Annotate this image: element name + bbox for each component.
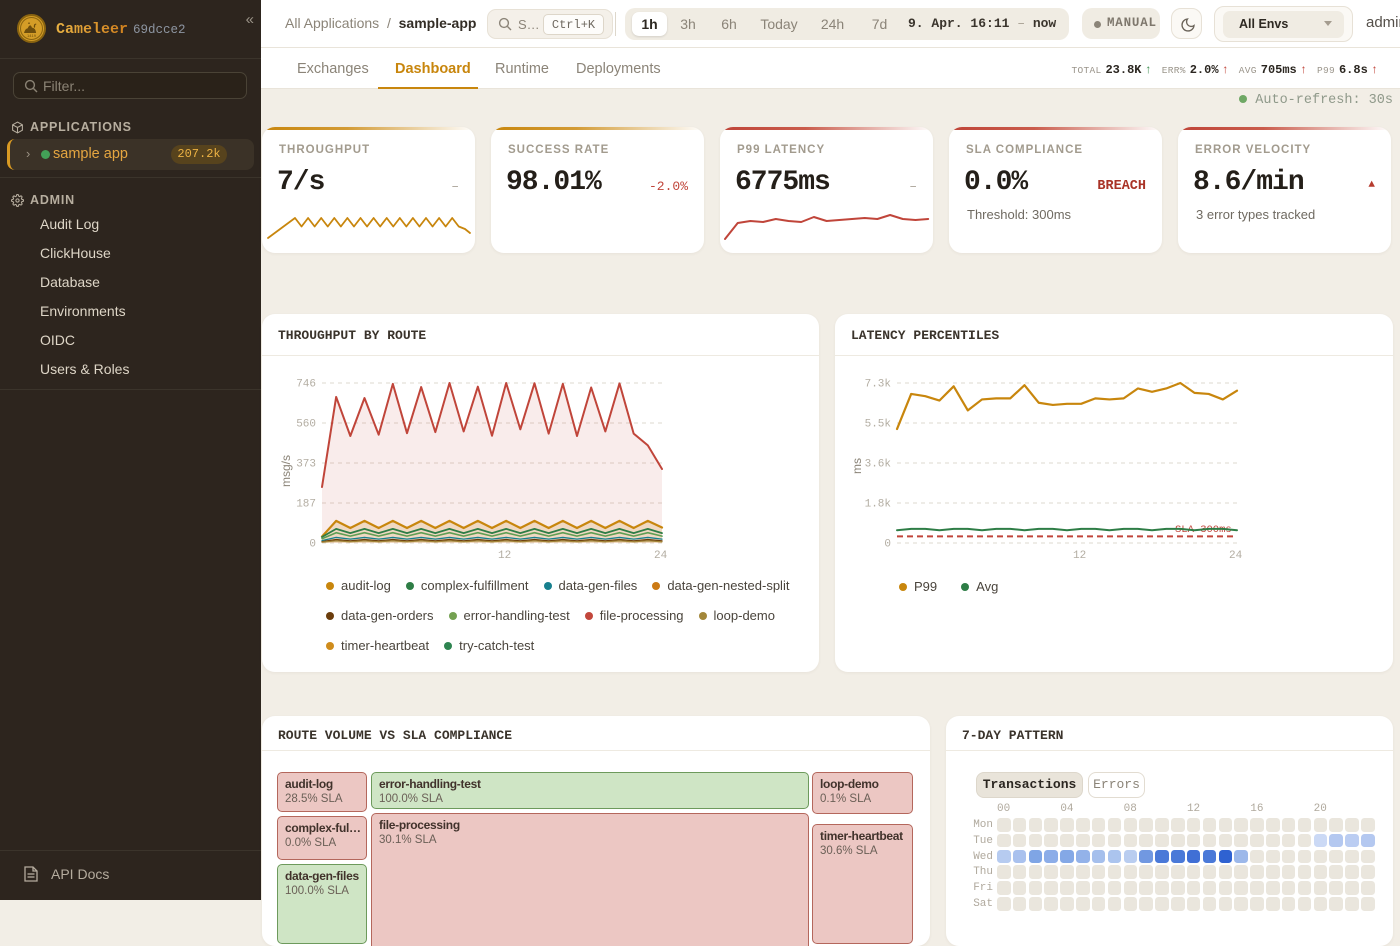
- svg-text:7.3k: 7.3k: [865, 379, 892, 391]
- svg-text:24: 24: [1229, 550, 1243, 562]
- svg-text:0: 0: [309, 539, 316, 551]
- svg-text:373: 373: [296, 459, 316, 471]
- svg-text:ms: ms: [850, 458, 864, 474]
- svg-text:5.5k: 5.5k: [865, 419, 892, 431]
- svg-text:746: 746: [296, 379, 316, 391]
- svg-text:1.8k: 1.8k: [865, 499, 892, 511]
- svg-text:560: 560: [296, 419, 316, 431]
- svg-text:3.6k: 3.6k: [865, 459, 892, 471]
- svg-text:187: 187: [296, 499, 316, 511]
- svg-text:0: 0: [884, 539, 891, 551]
- svg-text:1419: 1419: [27, 33, 37, 38]
- svg-text:12: 12: [498, 550, 511, 562]
- svg-text:24: 24: [654, 550, 668, 562]
- svg-text:12: 12: [1073, 550, 1086, 562]
- svg-text:msg/s: msg/s: [279, 455, 293, 487]
